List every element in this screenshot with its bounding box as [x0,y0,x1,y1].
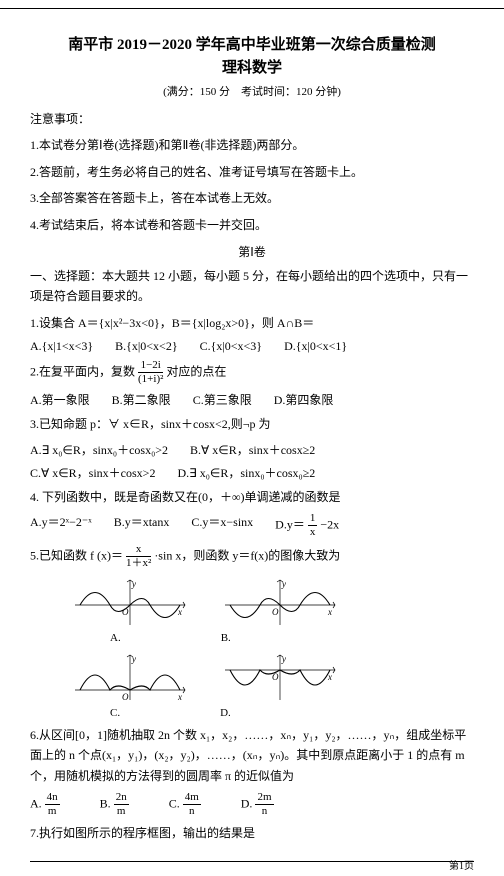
graph-a: y x O [70,575,190,630]
q4-opt-c: C.y＝x−sinx [191,513,253,538]
q6-b-den: m [114,805,129,817]
q4-opt-a: A.y＝2ˣ−2⁻ˣ [30,513,92,538]
svg-text:y: y [131,654,136,664]
q2-frac-num: 1−2i [138,360,163,373]
q4-opt-d: D.y＝ 1 x −2x [275,513,339,538]
q5-frac: x 1＋x² [126,544,151,569]
q2-opt-c: C.第三象限 [193,391,252,408]
q6-a-num: 4n [45,792,60,805]
q2-frac-den: (1+i)² [138,373,163,385]
q4-stem: 4. 下列函数中，既是奇函数又在(0，＋∞)单调递减的函数是 [30,487,474,507]
q2-opt-a: A.第一象限 [30,391,90,408]
svg-text:O: O [122,607,129,617]
part-1-heading: 第Ⅰ卷 [30,243,474,260]
q5-label-a: A. [110,632,121,644]
q2-options: A.第一象限 B.第二象限 C.第三象限 D.第四象限 [30,391,474,408]
q5-stem-a: 5.已知函数 f (x)＝ [30,548,123,562]
graph-d: y x O [220,650,340,705]
q6-opt-c: C. 4m n [169,792,201,817]
exam-meta: (满分：150 分 考试时间：120 分钟) [30,83,474,99]
section-1-heading: 一、选择题：本大题共 12 小题，每小题 5 分，在每小题给出的四个选项中，只有… [30,266,474,307]
svg-text:y: y [131,579,136,589]
page-title: 南平市 2019－2020 学年高中毕业班第一次综合质量检测 [30,33,474,54]
q5-den: 1＋x² [126,557,151,569]
q3-options-row2: C.∀ x∈R，sinx＋cosx>2 D.∃ x₀∈R，sinx₀＋cosx₀… [30,464,474,481]
svg-text:O: O [272,672,279,682]
notice-2: 2.答题前，考生务必将自己的姓名、准考证号填写在答题卡上。 [30,162,474,182]
q6-b-lbl: B. [100,796,111,810]
graph-c: y x O [70,650,190,705]
q6-stem: 6.从区间[0，1]随机抽取 2n 个数 x₁，x₂，……，xₙ，y₁，y₂，…… [30,725,474,786]
q3-options-row1: A.∃ x₀∈R，sinx₀＋cosx₀>2 B.∀ x∈R，sinx＋cosx… [30,441,474,458]
q6-b-frac: 2n m [114,792,129,817]
q5-stem-b: ·sin x，则函数 y＝f(x)的图像大致为 [154,548,340,562]
q2-fraction: 1−2i (1+i)² [138,360,163,385]
q6-c-lbl: C. [169,796,180,810]
q5-stem: 5.已知函数 f (x)＝ x 1＋x² ·sin x，则函数 y＝f(x)的图… [30,544,474,569]
q6-options: A. 4n m B. 2n m C. 4m n D. 2m n [30,792,474,817]
svg-text:y: y [281,654,286,664]
notice-heading: 注意事项： [30,109,474,129]
exam-page: 南平市 2019－2020 学年高中毕业班第一次综合质量检测 理科数学 (满分：… [0,8,504,876]
q6-opt-a: A. 4n m [30,792,60,817]
q1-opt-b: B.{x|0<x<2} [115,339,177,354]
svg-text:O: O [122,692,129,702]
footer-rule [30,861,474,862]
q1-opt-d: D.{x|0<x<1} [284,339,347,354]
q6-a-frac: 4n m [45,792,60,817]
q4-d-den: x [308,526,318,538]
q2-opt-d: D.第四象限 [274,391,334,408]
q4-options: A.y＝2ˣ−2⁻ˣ B.y＝xtanx C.y＝x−sinx D.y＝ 1 x… [30,513,474,538]
page-subtitle: 理科数学 [30,56,474,77]
svg-text:x: x [327,672,332,682]
q2-stem-a: 2.在复平面内，复数 [30,364,138,378]
q6-a-lbl: A. [30,796,42,810]
q7-stem: 7.执行如图所示的程序框图，输出的结果是 [30,823,474,843]
graph-b: y x O [220,575,340,630]
q6-opt-b: B. 2n m [100,792,129,817]
svg-text:x: x [327,607,332,617]
q4-d-frac: 1 x [308,513,318,538]
page-number: 第1页 [449,857,474,872]
q6-d-lbl: D. [241,796,253,810]
q4-d-suffix: −2x [320,517,339,531]
q2-stem: 2.在复平面内，复数 1−2i (1+i)² 对应的点在 [30,360,474,385]
q5-graphs-row2: y x O y x O [70,650,474,705]
q4-d-num: 1 [308,513,318,526]
q1-stem: 1.设集合 A＝{x|x²−3x<0}，B＝{x|log₂x>0}，则 A∩B＝ [30,313,474,333]
q3-opt-d: D.∃ x₀∈R，sinx₀＋cosx₀≥2 [177,464,315,481]
svg-text:O: O [272,607,279,617]
notice-1: 1.本试卷分第Ⅰ卷(选择题)和第Ⅱ卷(非选择题)两部分。 [30,135,474,155]
q5-label-b: B. [221,632,231,644]
q6-b-num: 2n [114,792,129,805]
q3-opt-c: C.∀ x∈R，sinx＋cosx>2 [30,464,155,481]
q5-labels-row1: A. B. [110,632,474,644]
notice-3: 3.全部答案答在答题卡上，答在本试卷上无效。 [30,188,474,208]
q6-opt-d: D. 2m n [241,792,274,817]
q6-c-den: n [183,805,201,817]
q6-d-den: n [255,805,273,817]
q6-c-num: 4m [183,792,201,805]
q5-num: x [126,544,151,557]
q6-a-den: m [45,805,60,817]
q1-options: A.{x|1<x<3} B.{x|0<x<2} C.{x|0<x<3} D.{x… [30,339,474,354]
svg-text:y: y [281,579,286,589]
q6-c-frac: 4m n [183,792,201,817]
notice-4: 4.考试结束后，将本试卷和答题卡一并交回。 [30,215,474,235]
q1-opt-a: A.{x|1<x<3} [30,339,93,354]
q3-opt-b: B.∀ x∈R，sinx＋cosx≥2 [190,441,315,458]
q3-opt-a: A.∃ x₀∈R，sinx₀＋cosx₀>2 [30,441,168,458]
q2-opt-b: B.第二象限 [112,391,171,408]
q3-stem: 3.已知命题 p：∀ x∈R，sinx＋cosx<2,则¬p 为 [30,414,474,434]
q5-graphs-row1: y x O y x O [70,575,474,630]
q6-d-frac: 2m n [255,792,273,817]
q4-d-prefix: D.y＝ [275,517,305,531]
svg-text:x: x [177,692,182,702]
q1-opt-c: C.{x|0<x<3} [200,339,262,354]
q4-opt-b: B.y＝xtanx [114,513,170,538]
q6-d-num: 2m [255,792,273,805]
q2-stem-b: 对应的点在 [166,364,226,378]
svg-text:x: x [177,607,182,617]
